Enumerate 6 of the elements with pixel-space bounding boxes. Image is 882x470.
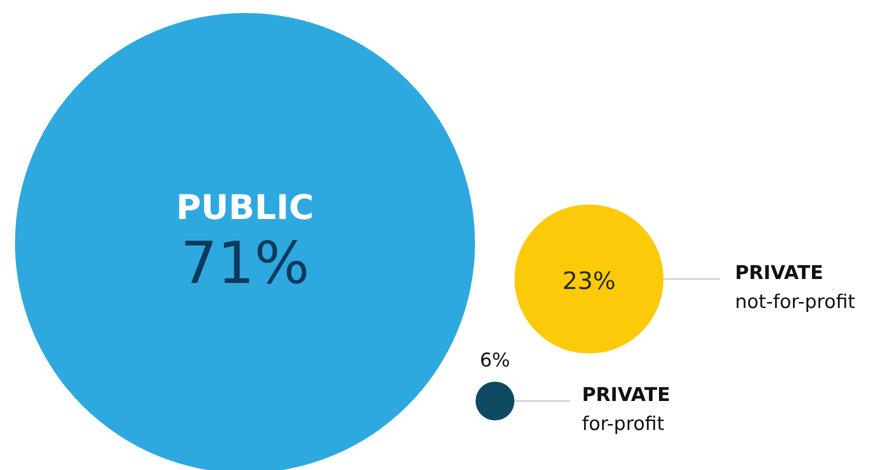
data-label: 23% bbox=[562, 267, 616, 296]
data-label: 6% bbox=[480, 350, 510, 372]
category-label: PRIVATE not-for-profit bbox=[735, 262, 856, 313]
category-label: PRIVATE for-profit bbox=[582, 384, 670, 435]
category-label: PUBLIC bbox=[176, 188, 314, 228]
data-label: 71% bbox=[180, 229, 310, 298]
